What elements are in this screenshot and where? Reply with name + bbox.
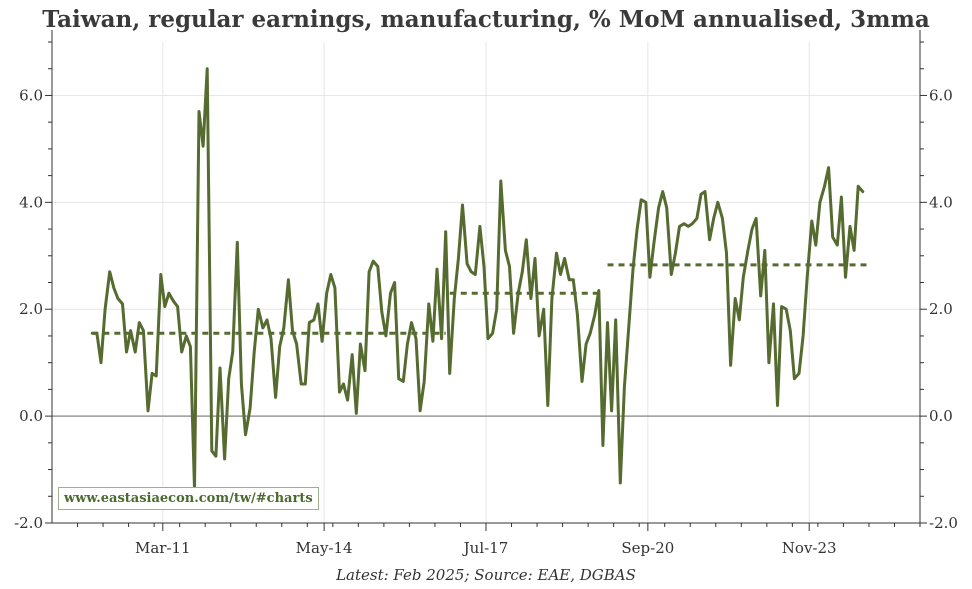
y-tick-label-left: 0.0: [19, 407, 43, 425]
x-tick-label: Jul-17: [462, 539, 509, 557]
y-tick-label-left: 6.0: [19, 86, 43, 104]
watermark-url: www.eastasiaecon.com/tw/#charts: [58, 487, 319, 510]
y-axis-right-labels: -2.0 0.0 2.0 4.0 6.0: [929, 86, 958, 532]
series-line: [90, 67, 865, 490]
x-tick-label: Nov-23: [782, 539, 837, 557]
x-axis-labels: Mar-11 May-14 Jul-17 Sep-20 Nov-23: [135, 539, 837, 557]
y-tick-label-right: -2.0: [929, 514, 958, 532]
y-tick-label-right: 4.0: [929, 193, 953, 211]
y-tick-label-right: 6.0: [929, 86, 953, 104]
y-tick-label-left: 4.0: [19, 193, 43, 211]
x-tick-label: Mar-11: [135, 539, 191, 557]
y-tick-label-right: 2.0: [929, 300, 953, 318]
y-axis-left-labels: -2.0 0.0 2.0 4.0 6.0: [14, 86, 43, 532]
source-note: Latest: Feb 2025; Source: EAE, DGBAS: [336, 566, 636, 584]
axes: [45, 30, 927, 531]
y-tick-label-right: 0.0: [929, 407, 953, 425]
x-tick-label: Sep-20: [621, 539, 674, 557]
y-tick-label-left: 2.0: [19, 300, 43, 318]
x-tick-label: May-14: [296, 539, 353, 557]
chart-title: Taiwan, regular earnings, manufacturing,…: [42, 6, 930, 33]
y-tick-label-left: -2.0: [14, 514, 43, 532]
